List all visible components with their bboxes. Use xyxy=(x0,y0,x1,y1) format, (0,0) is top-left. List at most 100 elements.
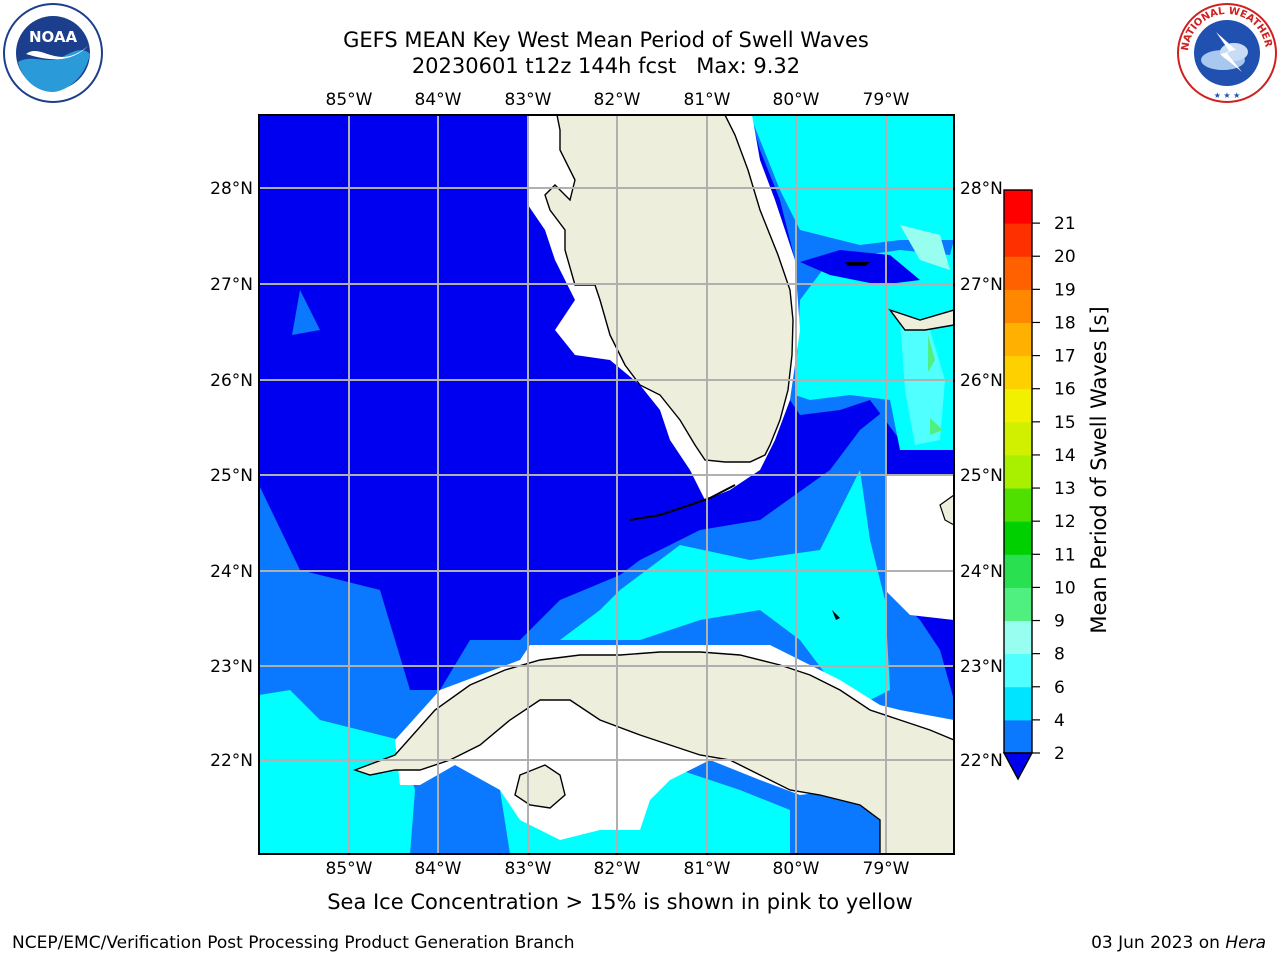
colorbar-tick-label: 17 xyxy=(1054,347,1076,367)
lat-labels-left: 28°N 27°N 26°N 25°N 24°N 23°N 22°N xyxy=(210,179,253,771)
land-cay xyxy=(832,610,840,620)
colorbar-swatch xyxy=(1004,686,1032,721)
colorbar-tick-label: 12 xyxy=(1054,512,1076,532)
swell-band-4-6-south xyxy=(560,470,890,700)
footer-date: 03 Jun 2023 on Hera xyxy=(1091,933,1266,953)
lat-label: 23°N xyxy=(960,657,1003,677)
colorbar-tick-label: 8 xyxy=(1054,645,1065,665)
colorbar-tick-label: 9 xyxy=(1054,612,1065,632)
colorbar-swatch xyxy=(1004,653,1032,688)
lat-label: 23°N xyxy=(210,657,253,677)
lat-label: 27°N xyxy=(210,275,253,295)
map-border xyxy=(258,114,955,855)
colorbar-swatch xyxy=(1004,256,1032,290)
colorbar-tick-label: 15 xyxy=(1054,413,1076,433)
swell-band-8-9-patch xyxy=(900,225,950,270)
swell-band-9-10-spot xyxy=(930,418,943,435)
colorbar-swatch xyxy=(1004,388,1032,423)
colorbar-tick-label: 6 xyxy=(1054,678,1065,698)
lon-label: 83°W xyxy=(505,859,552,879)
lon-label: 82°W xyxy=(594,90,641,110)
lon-label: 85°W xyxy=(326,859,373,879)
colorbar-swatch xyxy=(1004,289,1032,323)
land-keys xyxy=(629,484,736,521)
footer-date-text: 03 Jun 2023 on xyxy=(1091,933,1226,953)
chart-title: GEFS MEAN Key West Mean Period of Swell … xyxy=(343,28,869,52)
footer-host: Hera xyxy=(1225,933,1266,953)
colorbar-tick-label: 21 xyxy=(1054,214,1076,234)
lat-label: 26°N xyxy=(210,371,253,391)
lat-label: 22°N xyxy=(960,751,1003,771)
colorbar-swatch xyxy=(1004,454,1032,489)
lon-label: 81°W xyxy=(684,90,731,110)
colorbar-under-triangle xyxy=(1002,752,1034,781)
lat-labels-right: 28°N 27°N 26°N 25°N 24°N 23°N 22°N xyxy=(960,179,1003,771)
colorbar-tick-label: 11 xyxy=(1054,545,1076,565)
lon-labels-bottom: 85°W 84°W 83°W 82°W 81°W 80°W 79°W xyxy=(326,859,910,879)
lon-label: 79°W xyxy=(863,859,910,879)
colorbar-tick-label: 18 xyxy=(1054,313,1076,333)
colorbar-swatch xyxy=(1004,421,1032,456)
land-florida xyxy=(544,115,794,463)
land-cay xyxy=(845,262,870,266)
colorbar-tick-label: 16 xyxy=(1054,380,1076,400)
colorbar-swatch xyxy=(1004,554,1032,588)
colorbar-swatch xyxy=(1004,719,1032,754)
colorbar-tick-label: 14 xyxy=(1054,446,1076,466)
lon-label: 80°W xyxy=(773,859,820,879)
noaa-logo-text: NOAA xyxy=(29,28,78,46)
colorbar-tick-label: 19 xyxy=(1054,280,1076,300)
colorbar-tick-label: 4 xyxy=(1054,711,1065,731)
footer-credit: NCEP/EMC/Verification Post Processing Pr… xyxy=(12,933,575,953)
lat-label: 28°N xyxy=(960,179,1003,199)
lon-label: 83°W xyxy=(505,90,552,110)
swell-under-2-bahamas xyxy=(800,250,920,285)
lat-label: 28°N xyxy=(210,179,253,199)
colorbar-tick-label: 20 xyxy=(1054,247,1076,267)
colorbar-swatch xyxy=(1004,322,1032,357)
lat-label: 24°N xyxy=(960,562,1003,582)
colorbar-swatch xyxy=(1004,488,1032,522)
swell-band-9-10-spot xyxy=(928,335,935,372)
colorbar-swatch xyxy=(1004,355,1032,390)
lon-label: 84°W xyxy=(415,90,462,110)
lat-label: 25°N xyxy=(960,466,1003,486)
chart-subtitle: 20230601 t12z 144h fcst Max: 9.32 xyxy=(411,54,801,78)
graticule xyxy=(259,115,954,854)
noaa-logo: NOAA xyxy=(3,3,103,103)
lon-label: 79°W xyxy=(863,90,910,110)
colorbar-tick-label: 2 xyxy=(1054,744,1065,764)
lat-label: 27°N xyxy=(960,275,1003,295)
lon-label: 81°W xyxy=(684,859,731,879)
nws-logo: NATIONAL WEATHER SERVICE ★ ★ ★ xyxy=(1176,2,1277,103)
lon-label: 80°W xyxy=(773,90,820,110)
swell-band-4-6-sw xyxy=(259,690,415,854)
lat-label: 26°N xyxy=(960,371,1003,391)
swell-band-4-6-atlantic xyxy=(750,115,954,450)
lon-label: 84°W xyxy=(415,859,462,879)
colorbar-swatch xyxy=(1004,521,1032,555)
lon-label: 82°W xyxy=(594,859,641,879)
nodata-mask-bahamas xyxy=(885,475,954,620)
lat-label: 25°N xyxy=(210,466,253,486)
swell-band-2-4-gulf-patch xyxy=(292,290,320,335)
colorbar-frame xyxy=(1003,189,1033,754)
lon-labels-top: 85°W 84°W 83°W 82°W 81°W 80°W 79°W xyxy=(326,90,910,110)
colorbar-swatch xyxy=(1004,223,1032,257)
colorbar-swatch xyxy=(1004,190,1032,224)
land-andros xyxy=(939,494,954,526)
svg-text:★ ★ ★: ★ ★ ★ xyxy=(1214,91,1241,100)
swell-band-6-8-patch xyxy=(900,320,945,445)
sea-ice-note: Sea Ice Concentration > 15% is shown in … xyxy=(327,890,913,914)
colorbar-swatch xyxy=(1004,620,1032,655)
lon-label: 85°W xyxy=(326,90,373,110)
colorbar-tick-label: 13 xyxy=(1054,479,1076,499)
colorbar-swatch xyxy=(1004,587,1032,622)
map-area xyxy=(259,115,954,854)
colorbar-label: Mean Period of Swell Waves [s] xyxy=(1087,306,1111,633)
colorbar: 2 4 6 8 9 10 11 12 13 14 15 16 17 18 19 20 21 xyxy=(1002,189,1076,781)
land-cuba xyxy=(352,651,954,854)
lat-label: 24°N xyxy=(210,562,253,582)
lat-label: 22°N xyxy=(210,751,253,771)
